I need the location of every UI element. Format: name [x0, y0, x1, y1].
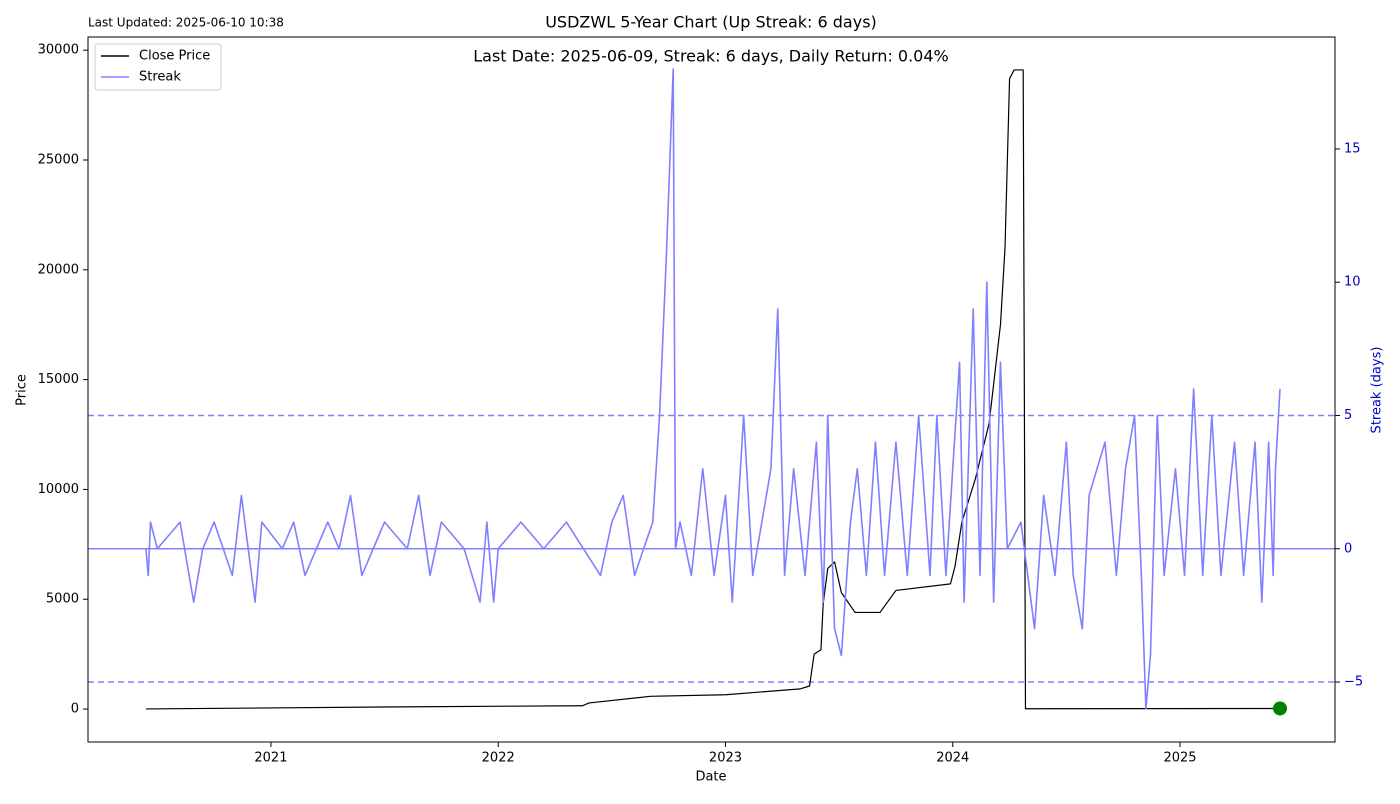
y2-tick-label: 0 — [1344, 541, 1352, 556]
x-tick-label: 2021 — [254, 751, 287, 766]
annotation: Last Date: 2025-06-09, Streak: 6 days, D… — [473, 47, 949, 66]
x-tick-label: 2022 — [482, 751, 515, 766]
plot-frame — [87, 36, 1336, 743]
x-tick-label: 2024 — [936, 751, 969, 766]
y2-tick-label: 10 — [1344, 275, 1361, 290]
chart-title: USDZWL 5-Year Chart (Up Streak: 6 days) — [545, 13, 877, 32]
y2-tick-label: 15 — [1344, 141, 1361, 156]
legend: Close Price Streak — [94, 43, 222, 91]
y-tick-label: 0 — [71, 702, 79, 717]
y-tick-label: 25000 — [38, 152, 79, 167]
last-point-marker — [1273, 701, 1288, 716]
legend-label: Streak — [139, 70, 181, 85]
updated-note: Last Updated: 2025-06-10 10:38 — [88, 16, 284, 30]
series-line — [145, 68, 1281, 710]
series-line — [145, 69, 1281, 710]
y-axis-label: Price — [15, 374, 30, 406]
x-axis-label: Date — [695, 770, 726, 785]
x-tick-label: 2025 — [1163, 751, 1196, 766]
legend-label: Close Price — [139, 49, 210, 64]
y-tick-label: 15000 — [38, 372, 79, 387]
y2-tick-label: 5 — [1344, 408, 1352, 423]
y-tick-label: 10000 — [38, 482, 79, 497]
x-tick-label: 2023 — [709, 751, 742, 766]
y2-tick-label: −5 — [1344, 675, 1363, 690]
y2-axis-label: Streak (days) — [1370, 347, 1385, 434]
y-tick-label: 20000 — [38, 262, 79, 277]
y-tick-label: 5000 — [46, 592, 79, 607]
y-tick-label: 30000 — [38, 43, 79, 58]
